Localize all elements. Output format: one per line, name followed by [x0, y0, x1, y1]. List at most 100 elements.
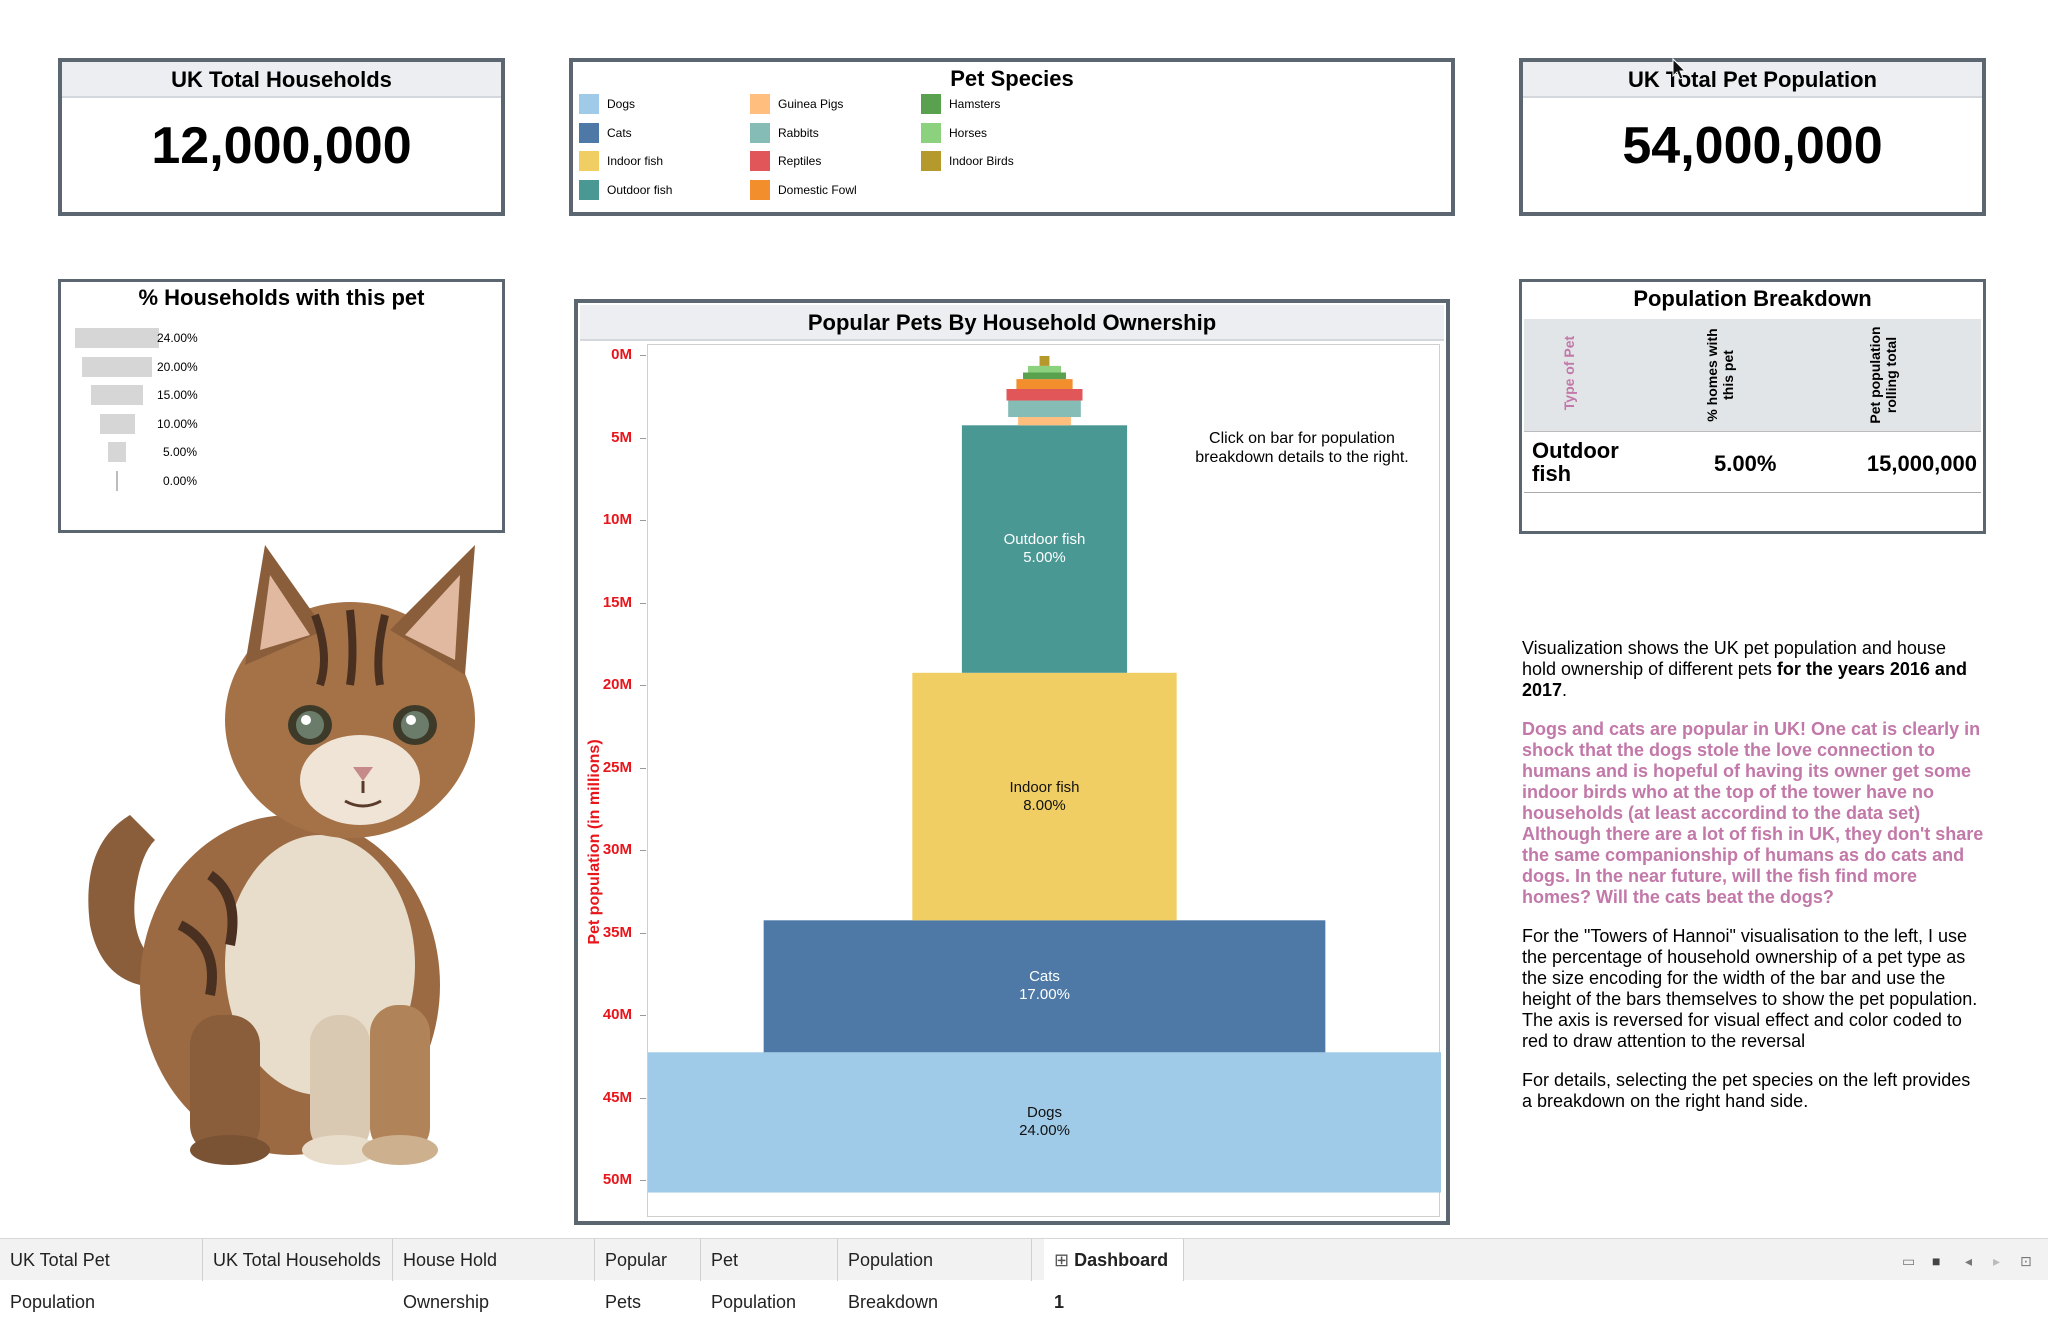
legend-swatch: [579, 179, 599, 200]
legend-swatch: [921, 122, 941, 143]
legend-item-reptiles[interactable]: Reptiles: [750, 151, 821, 171]
bar-guinea-pigs[interactable]: [1018, 417, 1071, 426]
households-percent-title: % Households with this pet: [138, 285, 425, 310]
tab-house-hold-ownership[interactable]: House Hold Ownership: [393, 1239, 595, 1312]
households-bar[interactable]: [90, 385, 144, 405]
kitten-image: [60, 545, 500, 1170]
pets-kpi-panel: UK Total Pet Population 54,000,000: [1519, 58, 1986, 216]
bar-hamsters[interactable]: [1023, 372, 1066, 380]
chart-title: Popular Pets By Household Ownership: [580, 305, 1444, 341]
y-tick-label: 10M: [602, 511, 632, 528]
bar-rabbits[interactable]: [1008, 400, 1081, 418]
tab-uk-total-households[interactable]: UK Total Households: [203, 1239, 393, 1281]
legend-item-dogs[interactable]: Dogs: [579, 94, 635, 114]
presentation-icon[interactable]: ⊡: [2020, 1253, 2032, 1269]
legend-label: Hamsters: [949, 97, 1001, 111]
bar-indoor-fish[interactable]: [912, 672, 1177, 921]
header-type-of-pet[interactable]: Type of Pet: [1561, 335, 1577, 411]
legend-item-indoor-fish[interactable]: Indoor fish: [579, 151, 663, 171]
film-strip-icon[interactable]: ▭: [1902, 1253, 1916, 1269]
grid-view-icon[interactable]: ■: [1932, 1253, 1941, 1269]
households-bar-label: 24.00%: [157, 331, 198, 345]
header-percent-homes[interactable]: % homes with this pet: [1704, 328, 1736, 422]
legend-swatch: [750, 94, 770, 114]
legend-label: Indoor Birds: [949, 154, 1014, 168]
y-tick-label: 30M: [602, 841, 632, 858]
mouse-cursor-icon: [1672, 57, 1687, 80]
households-bar-label: 5.00%: [162, 445, 197, 459]
breakdown-title: Population Breakdown: [1633, 286, 1872, 311]
y-tick-mark: [640, 437, 646, 439]
tab-label: Popular Pets: [605, 1250, 668, 1312]
y-tick-mark: [640, 1180, 646, 1181]
households-bar[interactable]: [116, 470, 118, 491]
legend-item-indoor-birds[interactable]: Indoor Birds: [921, 151, 1014, 171]
y-tick-label: 50M: [602, 1171, 632, 1188]
tab-popular-pets[interactable]: Popular Pets: [595, 1239, 701, 1312]
y-tick-mark: [640, 767, 646, 769]
y-tick-mark: [640, 685, 646, 686]
description-cats-dogs: Dogs and cats are popular in UK! One cat…: [1522, 719, 1984, 907]
tab-label: UK Total Pet Population: [10, 1250, 110, 1312]
households-bar[interactable]: [82, 356, 152, 377]
legend-label: Outdoor fish: [607, 182, 673, 197]
legend-item-horses[interactable]: Horses: [921, 122, 987, 143]
households-kpi-value: 12,000,000: [151, 117, 412, 175]
bar-indoor-birds[interactable]: [1039, 356, 1050, 366]
tab-pet-population[interactable]: Pet Population: [701, 1239, 838, 1312]
legend-label: Rabbits: [778, 125, 819, 140]
legend-label: Guinea Pigs: [778, 97, 844, 111]
dashboard-grid-icon: ⊞: [1054, 1250, 1075, 1270]
chart-click-note: Click on bar for population breakdown de…: [1195, 430, 1409, 466]
chart-plot-area[interactable]: Dogs 24.00% Cats 17.00% Indoor fish 8.00% O…: [647, 344, 1441, 1217]
tab-population-breakdown[interactable]: Population Breakdown: [838, 1239, 1032, 1312]
households-bar[interactable]: [75, 328, 159, 348]
description-details: For details, selecting the pet species o…: [1522, 1070, 1971, 1111]
legend-item-guinea-pigs[interactable]: Guinea Pigs: [750, 94, 843, 114]
households-kpi-panel: UK Total Households 12,000,000: [58, 58, 505, 216]
legend-label: Reptiles: [778, 154, 822, 168]
tab-label: Pet Population: [711, 1250, 797, 1312]
bar-domestic-fowl[interactable]: [1016, 379, 1073, 389]
y-tick-label: 15M: [602, 593, 632, 611]
y-tick-label: 25M: [602, 758, 632, 776]
bar-cats[interactable]: [763, 920, 1326, 1053]
legend-item-rabbits[interactable]: Rabbits: [750, 122, 819, 143]
popular-pets-chart-panel: Popular Pets By Household Ownership Pet …: [574, 299, 1450, 1225]
legend-item-cats[interactable]: Cats: [579, 122, 632, 143]
tab-dashboard-1[interactable]: ⊞ Dashboard 1: [1044, 1239, 1184, 1312]
description-intro: Visualization shows the UK pet populatio…: [1522, 638, 1967, 700]
households-bar-label: 15.00%: [157, 388, 198, 402]
legend-item-domestic-fowl[interactable]: Domestic Fowl: [750, 179, 857, 200]
legend-swatch: [921, 94, 941, 114]
households-bar[interactable]: [108, 442, 126, 462]
next-sheet-icon[interactable]: ▸: [1993, 1253, 2001, 1269]
y-tick-label: 40M: [602, 1006, 632, 1023]
bar-horses[interactable]: [1027, 365, 1062, 373]
prev-sheet-icon[interactable]: ◂: [1965, 1253, 1973, 1269]
households-bar-label: 0.00%: [162, 473, 197, 488]
bar-reptiles[interactable]: [1006, 389, 1083, 401]
tab-label: UK Total Households: [213, 1250, 381, 1270]
breakdown-header-row: Type of Pet % homes with this pet Pet po…: [1524, 319, 1981, 432]
bar-dogs[interactable]: [648, 1052, 1441, 1193]
tab-label: Population Breakdown: [848, 1250, 939, 1312]
population-breakdown-panel: Population Breakdown Type of Pet % homes…: [1519, 279, 1986, 534]
breakdown-type-cell: Outdoor fish: [1532, 438, 1619, 486]
tab-uk-total-pet-population[interactable]: UK Total Pet Population: [0, 1239, 203, 1312]
households-bar[interactable]: [99, 413, 135, 434]
legend-label: Cats: [607, 125, 632, 140]
header-rolling-total[interactable]: Pet population rolling total: [1867, 326, 1899, 424]
bar-outdoor-fish[interactable]: [961, 425, 1128, 673]
description-towers: For the "Towers of Hannoi" visualisation…: [1522, 926, 1978, 1051]
y-tick-mark: [640, 355, 646, 356]
legend-label: Dogs: [607, 97, 636, 111]
chart-svg: [648, 356, 1441, 1193]
legend-swatch: [579, 122, 599, 143]
legend-item-outdoor-fish[interactable]: Outdoor fish: [579, 179, 673, 200]
households-kpi-title: UK Total Households: [62, 62, 501, 98]
y-tick-mark: [640, 850, 646, 851]
breakdown-row[interactable]: Outdoor fish 5.00% 15,000,000: [1524, 433, 1981, 493]
y-tick-mark: [640, 520, 646, 521]
legend-item-hamsters[interactable]: Hamsters: [921, 94, 1000, 114]
